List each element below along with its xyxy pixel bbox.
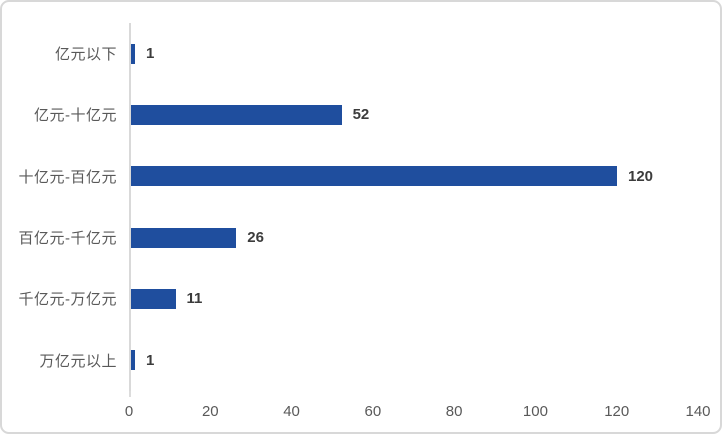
bar xyxy=(131,350,136,371)
value-label: 52 xyxy=(352,106,370,124)
x-tick-label: 60 xyxy=(364,403,382,420)
bar-track: 52 xyxy=(129,84,698,146)
bar-row: 万亿元以上 1 xyxy=(2,329,698,391)
x-axis-tick-mark xyxy=(129,391,131,397)
bar-track: 26 xyxy=(129,206,698,269)
category-label: 十亿元-百亿元 xyxy=(18,168,117,186)
bar xyxy=(131,43,136,64)
bar-row: 十亿元-百亿元 120 xyxy=(2,145,698,207)
x-tick-label: 80 xyxy=(445,403,463,420)
category-label: 亿元以下 xyxy=(54,46,117,64)
category-label: 千亿元-万亿元 xyxy=(18,291,117,309)
x-tick-label: 140 xyxy=(685,403,711,420)
x-tick-label: 0 xyxy=(124,403,134,420)
bar-track: 1 xyxy=(129,23,698,85)
x-tick-label: 100 xyxy=(522,403,548,420)
x-tick-label: 40 xyxy=(283,403,300,420)
x-tick-label: 20 xyxy=(201,403,219,420)
bar-track: 120 xyxy=(129,145,698,207)
bar-row: 百亿元-千亿元 26 xyxy=(2,206,698,269)
value-label: 120 xyxy=(628,167,654,185)
bar xyxy=(131,104,342,125)
value-label: 1 xyxy=(146,351,155,369)
value-label: 11 xyxy=(186,290,203,308)
bar xyxy=(131,227,237,248)
bar-rows: 亿元以下 1 亿元-十亿元 52 十亿元-百亿元 120 百亿元-千亿元 26 千亿元-万亿元 1… xyxy=(2,23,698,391)
bar-track: 1 xyxy=(129,329,698,391)
bar-row: 亿元-十亿元 52 xyxy=(2,84,698,146)
bar xyxy=(131,166,617,187)
category-label: 亿元-十亿元 xyxy=(34,107,117,125)
bar xyxy=(131,288,176,309)
bar-track: 11 xyxy=(129,268,698,330)
bar-row: 亿元以下 1 xyxy=(2,23,698,85)
category-label: 百亿元-千亿元 xyxy=(18,230,117,248)
category-label: 万亿元以上 xyxy=(39,352,117,370)
value-label: 26 xyxy=(247,229,264,247)
x-tick-label: 120 xyxy=(604,403,630,420)
value-label: 1 xyxy=(146,45,155,63)
x-axis: 0 20 40 60 80 100 120 140 xyxy=(125,391,711,431)
bar-row: 千亿元-万亿元 11 xyxy=(2,268,698,330)
